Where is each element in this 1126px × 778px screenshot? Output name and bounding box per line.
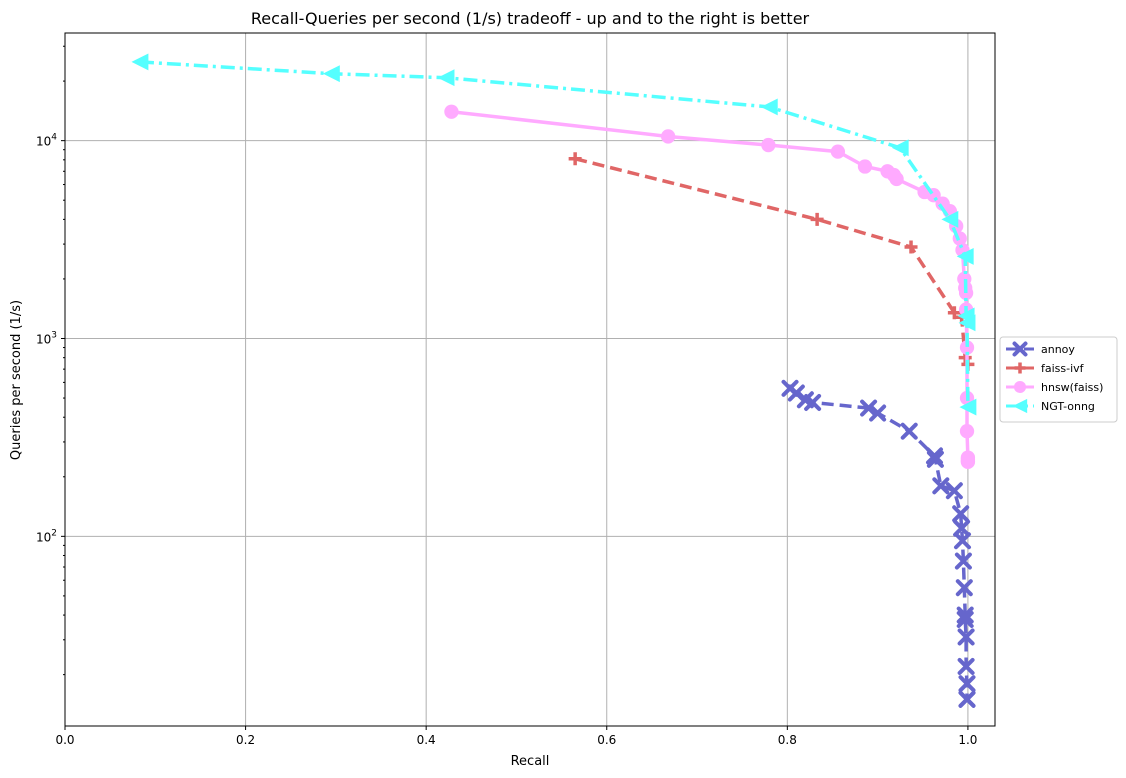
- marker-circle: [444, 104, 459, 119]
- marker-circle: [959, 424, 975, 439]
- marker-x: [958, 690, 976, 708]
- marker-plus: [904, 240, 918, 254]
- marker-x: [953, 532, 971, 550]
- marker-x: [955, 579, 973, 597]
- marker-plus: [947, 306, 961, 320]
- x-tick-label: 0.2: [236, 733, 255, 747]
- marker-x: [958, 675, 976, 693]
- marker-triangle-left: [956, 247, 974, 265]
- legend: annoy faiss-ivf hnsw(faiss) NGT-onng: [999, 336, 1118, 423]
- legend-item: NGT-onng: [1006, 398, 1095, 414]
- y-tick-label: 103: [36, 330, 57, 346]
- marker-x: [900, 422, 918, 440]
- marker-triangle-left: [131, 53, 149, 71]
- marker-triangle-left: [437, 69, 455, 87]
- legend-frame: [999, 336, 1118, 423]
- marker-triangle-left: [760, 98, 778, 116]
- marker-circle: [959, 340, 975, 355]
- marker-x: [932, 477, 950, 495]
- marker-x: [953, 519, 971, 537]
- x-tick-label: 0.6: [597, 733, 616, 747]
- marker-triangle-left: [941, 210, 959, 228]
- marker-circle: [889, 171, 904, 187]
- y-ticks: 102 103 104: [36, 45, 65, 676]
- series-line: [788, 386, 969, 700]
- marker-circle: [857, 159, 873, 174]
- marker-x: [957, 628, 975, 646]
- marker-triangle-left: [1012, 398, 1028, 414]
- marker-x: [926, 450, 944, 468]
- legend-item: annoy: [1006, 341, 1075, 357]
- legend-label: annoy: [1041, 343, 1075, 356]
- legend-item: faiss-ivf: [1006, 362, 1085, 375]
- series-NGT-onng: [131, 53, 977, 416]
- x-axis-label: Recall: [511, 754, 550, 769]
- marker-x: [956, 610, 974, 628]
- marker-x: [952, 505, 970, 523]
- marker-x: [956, 606, 974, 624]
- marker-x: [957, 657, 975, 675]
- marker-x: [804, 393, 822, 411]
- marker-x: [860, 399, 878, 417]
- legend-label: faiss-ivf: [1041, 362, 1085, 375]
- marker-plus: [568, 152, 582, 166]
- marker-plus: [810, 212, 824, 226]
- series-hnsw(faiss): [444, 104, 976, 469]
- marker-circle: [960, 454, 976, 469]
- marker-circle: [1013, 380, 1027, 394]
- marker-x: [1012, 341, 1028, 357]
- legend-label: NGT-onng: [1041, 400, 1095, 413]
- x-tick-label: 0.4: [417, 733, 436, 747]
- series-annoy: [781, 379, 976, 708]
- marker-plus: [1014, 362, 1026, 374]
- legend-item: hnsw(faiss): [1006, 380, 1103, 394]
- legend-label: hnsw(faiss): [1041, 381, 1103, 394]
- marker-circle: [761, 137, 776, 153]
- x-tick-label: 0.0: [55, 733, 74, 747]
- y-axis-label: Queries per second (1/s): [9, 300, 24, 460]
- marker-x: [954, 552, 972, 570]
- marker-triangle-left: [891, 139, 909, 157]
- y-tick-label: 102: [36, 528, 57, 544]
- marker-x: [945, 482, 963, 500]
- marker-triangle-left: [958, 314, 976, 332]
- marker-circle: [830, 144, 846, 159]
- x-ticks: 0.0 0.2 0.4 0.6 0.8 1.0: [55, 726, 977, 747]
- chart-title: Recall-Queries per second (1/s) tradeoff…: [251, 9, 810, 28]
- marker-circle: [660, 129, 676, 144]
- y-tick-label: 104: [36, 133, 57, 149]
- series-layer: [131, 53, 977, 708]
- x-tick-label: 0.8: [778, 733, 797, 747]
- marker-x: [869, 404, 887, 422]
- plot-frame: [64, 32, 996, 727]
- x-tick-label: 1.0: [958, 733, 977, 747]
- marker-triangle-left: [322, 65, 340, 83]
- marker-triangle-left: [959, 398, 977, 416]
